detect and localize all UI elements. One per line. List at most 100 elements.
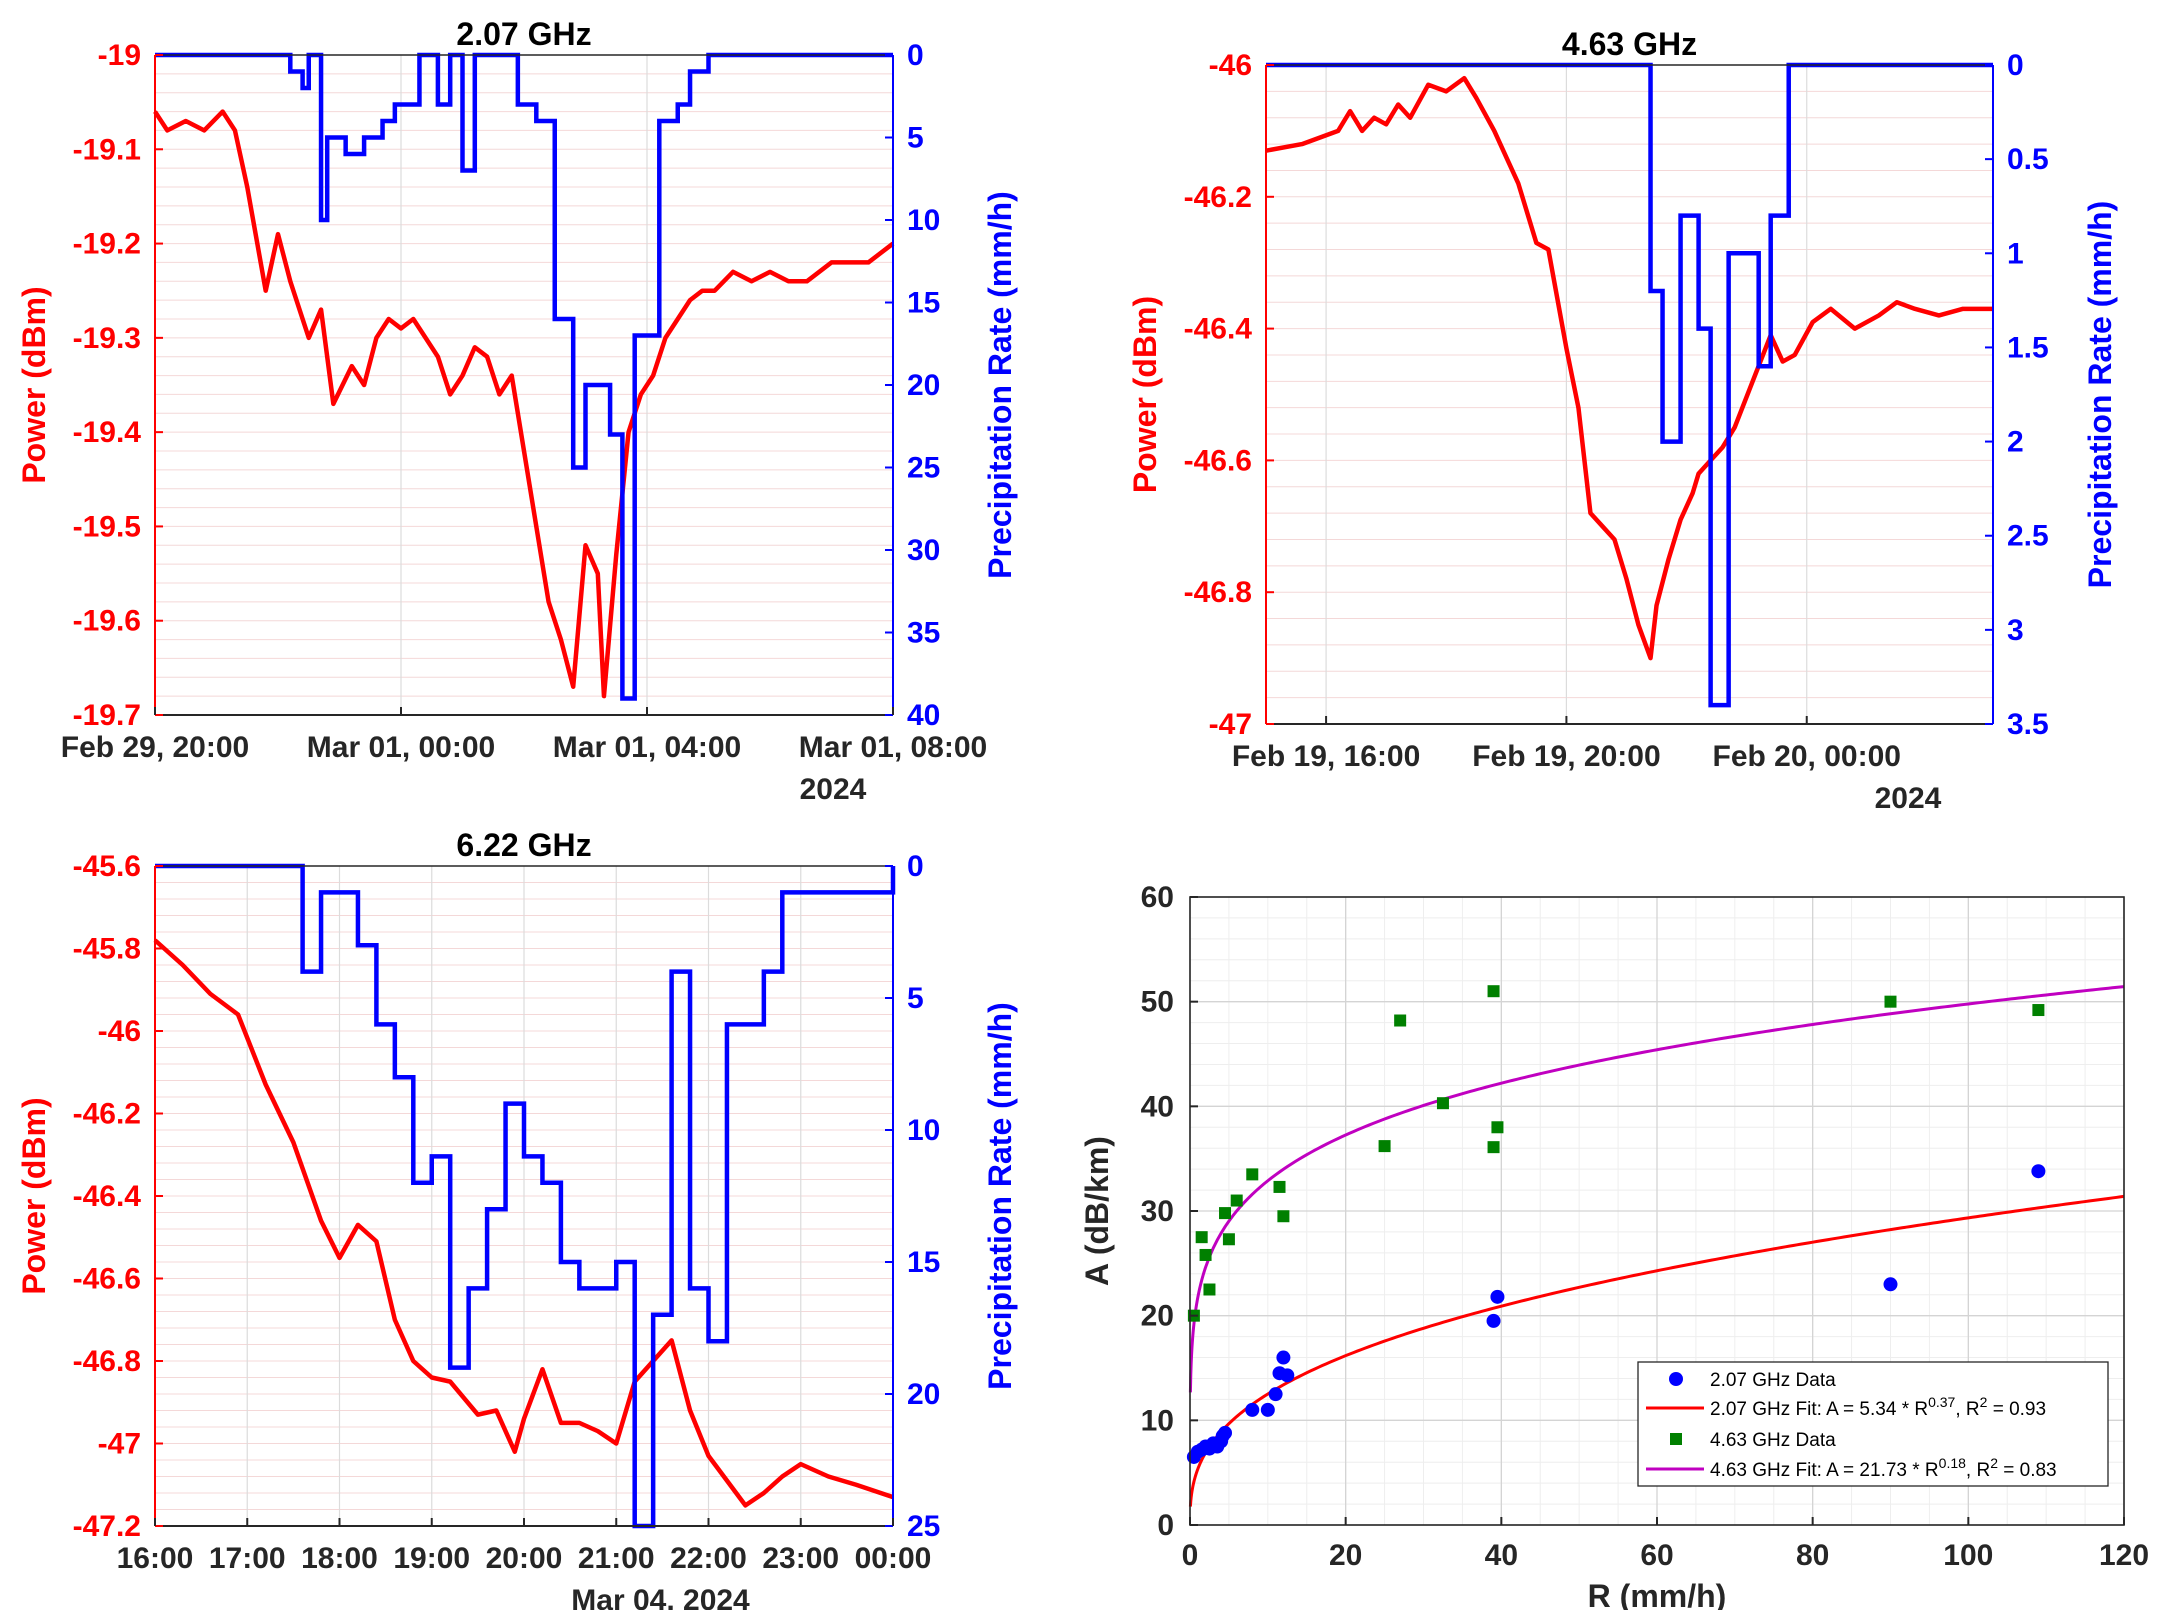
y2-axis-label-precip: Precipitation Rate (mm/h)	[982, 191, 1018, 579]
y2-tick-label: 25	[907, 452, 940, 485]
y2-tick-label: 0	[907, 850, 924, 883]
fit-curve-4-63ghz	[1188, 985, 2125, 1393]
x-tick-label: 22:00	[670, 1542, 747, 1575]
x-tick-label: Mar 01, 00:00	[307, 731, 495, 764]
x-tick-label: Mar 01, 04:00	[553, 731, 741, 764]
data-point-4-63ghz	[1378, 1140, 1391, 1153]
legend-label-4-63ghz-fit: 4.63 GHz Fit: A = 21.73 * R0.18, R2 = 0.…	[1710, 1455, 2057, 1481]
y-tick-label: -46.6	[1184, 444, 1252, 477]
x-tick-label: 20	[1329, 1539, 1362, 1572]
y2-tick-label: 10	[907, 1114, 940, 1147]
panel-title: 4.63 GHz	[1562, 26, 1697, 62]
power-series	[153, 938, 894, 1508]
y2-tick-label: 5	[907, 122, 924, 155]
data-point-4-63ghz	[1199, 1248, 1212, 1261]
y2-axis-label-precip: Precipitation Rate (mm/h)	[982, 1002, 1018, 1390]
fit-r2-value: = 0.93	[1987, 1399, 2046, 1420]
fit-r2: , R	[1966, 1460, 1990, 1481]
x-year-label: 2024	[1875, 782, 1942, 815]
panel-attenuation-fit: 0 20 40 60 80 100 120 0 10 20 30 40 50 60 2.07 GHz Dat…	[1079, 881, 2149, 1610]
y-tick-label: -46	[98, 1015, 141, 1048]
legend-label-2-07ghz-data: 2.07 GHz Data	[1710, 1370, 1836, 1391]
data-point-2-07ghz	[1280, 1368, 1295, 1383]
data-point-2-07ghz	[1883, 1277, 1898, 1292]
y-tick-label: -46	[1209, 49, 1252, 82]
y2-tick-label: 0	[907, 39, 924, 72]
x-tick-label: 100	[1943, 1539, 1993, 1572]
y2-tick-label: 5	[907, 982, 924, 1015]
y2-tick-label: 3.5	[2007, 708, 2049, 741]
plot-area	[155, 55, 893, 715]
precipitation-series	[1266, 62, 1993, 708]
y-tick-label: 30	[1141, 1195, 1174, 1228]
fit-text: 4.63 GHz Fit: A = 21.73 * R	[1710, 1460, 1939, 1481]
data-point-4-63ghz	[1203, 1283, 1216, 1296]
x-tick-label: Feb 19, 20:00	[1472, 740, 1660, 773]
y2-tick-label: 0.5	[2007, 143, 2049, 176]
data-point-4-63ghz	[1436, 1097, 1449, 1110]
y-tick-label: 0	[1157, 1509, 1174, 1542]
fit-r2-exp: 2	[1990, 1455, 1998, 1471]
fit-curve-2-07ghz	[1188, 1194, 2125, 1507]
x-tick-label: 120	[2099, 1539, 2149, 1572]
data-point-4-63ghz	[1219, 1207, 1232, 1220]
data-point-2-07ghz	[1245, 1402, 1260, 1417]
y-tick-label: -19	[98, 39, 141, 72]
y2-tick-label: 35	[907, 617, 940, 650]
panel-title: 6.22 GHz	[456, 827, 591, 863]
x-tick-label: Feb 20, 00:00	[1713, 740, 1901, 773]
precipitation-series	[155, 863, 896, 1529]
data-point-4-63ghz	[1273, 1180, 1286, 1193]
x-tick-label: 60	[1640, 1539, 1673, 1572]
y-tick-label: 10	[1141, 1404, 1174, 1437]
y2-tick-label: 20	[907, 369, 940, 402]
y-tick-label: -45.6	[73, 850, 141, 883]
y-tick-label: -46.8	[1184, 576, 1252, 609]
x-tick-label: 19:00	[393, 1542, 470, 1575]
data-point-4-63ghz	[1884, 995, 1897, 1008]
panel-4-63ghz: -46 -46.2 -46.4 -46.6 -46.8 -47 0 0.5 1 1.5 2 2.5 3 3…	[1127, 26, 2118, 815]
y2-tick-label: 1.5	[2007, 331, 2049, 364]
x-tick-label: 80	[1796, 1539, 1829, 1572]
y-axis-label-power: Power (dBm)	[16, 286, 52, 483]
y-tick-label: -47	[1209, 708, 1252, 741]
x-tick-label: 0	[1182, 1539, 1199, 1572]
data-point-4-63ghz	[1487, 1141, 1500, 1154]
y2-tick-label: 40	[907, 699, 940, 732]
x-tick-label: 21:00	[578, 1542, 655, 1575]
fit-exponent: 0.37	[1928, 1394, 1955, 1410]
x-tick-label: Mar 01, 08:00	[799, 731, 987, 764]
plot-area	[1266, 65, 1993, 724]
data-point-4-63ghz	[1246, 1168, 1259, 1181]
legend-label-4-63ghz-data: 4.63 GHz Data	[1710, 1430, 1836, 1451]
y-tick-label: -19.4	[73, 416, 142, 449]
y-tick-label: -19.6	[73, 605, 141, 638]
y-tick-label: 40	[1141, 1090, 1174, 1123]
data-point-4-63ghz	[1491, 1121, 1504, 1134]
data-point-2-07ghz	[1276, 1350, 1291, 1365]
legend-marker-2-07ghz-data	[1669, 1372, 1683, 1386]
y-tick-label: 50	[1141, 986, 1174, 1019]
power-series	[1265, 75, 1993, 661]
y-tick-label: -46.4	[73, 1180, 142, 1213]
y-tick-label: -47	[98, 1428, 141, 1461]
y2-tick-label: 2.5	[2007, 520, 2049, 553]
x-tick-label: 17:00	[209, 1542, 286, 1575]
panel-6-22ghz: -45.6 -45.8 -46 -46.2 -46.4 -46.6 -46.8 -47 -47.…	[16, 827, 1018, 1610]
panel-title: 2.07 GHz	[456, 16, 591, 52]
power-series	[153, 109, 895, 699]
y2-tick-label: 25	[907, 1510, 940, 1543]
x-year-label: 2024	[800, 773, 867, 806]
legend-marker-4-63ghz-data	[1670, 1433, 1682, 1445]
data-point-4-63ghz	[1394, 1014, 1407, 1027]
data-point-4-63ghz	[1487, 985, 1500, 998]
x-date-label: Mar 04, 2024	[571, 1584, 750, 1610]
y2-tick-label: 10	[907, 204, 940, 237]
y-tick-label: -46.2	[1184, 181, 1252, 214]
y-tick-label: -46.8	[73, 1345, 141, 1378]
y-axis-label-power: Power (dBm)	[16, 1097, 52, 1294]
y-axis-label-power: Power (dBm)	[1127, 296, 1163, 493]
y-tick-label: -19.2	[73, 228, 141, 261]
